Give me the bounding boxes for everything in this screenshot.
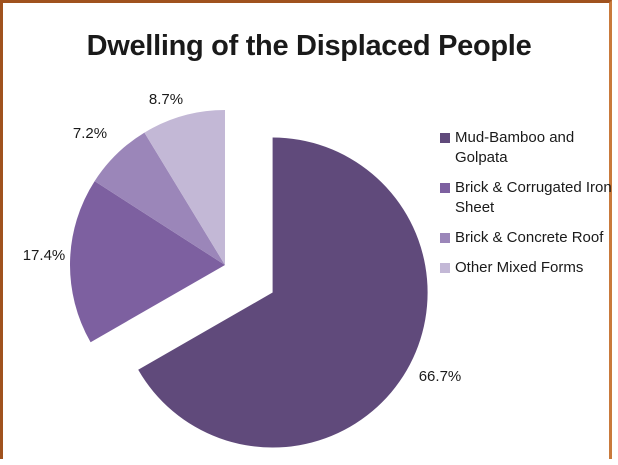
data-label-1: 66.7% (419, 368, 462, 385)
legend-swatch-2 (440, 183, 450, 193)
data-label-2: 17.4% (23, 247, 66, 264)
chart-title: Dwelling of the Displaced People (86, 30, 532, 62)
legend-label-2: Brick & Corrugated Iron Sheet (455, 179, 612, 216)
pie-slice-3 (94, 132, 225, 265)
legend-label-4: Other Mixed Forms (455, 259, 584, 276)
legend: Mud-Bamboo and Golpata Brick & Corrugated… (440, 128, 615, 288)
legend-label-3: Brick & Concrete Roof (455, 229, 604, 246)
legend-item-2: Brick & Corrugated Iron Sheet (440, 178, 615, 218)
legend-item-4: Other Mixed Forms (440, 258, 615, 278)
data-label-3: 7.2% (73, 125, 107, 142)
pie-slice-4 (144, 110, 225, 265)
legend-item-3: Brick & Concrete Roof (440, 228, 615, 248)
data-label-4: 8.7% (149, 91, 183, 108)
pie-slice-1 (138, 137, 428, 448)
legend-label-1: Mud-Bamboo and Golpata (455, 129, 575, 166)
legend-swatch-1 (440, 133, 450, 143)
legend-swatch-4 (440, 263, 450, 273)
legend-swatch-3 (440, 233, 450, 243)
legend-item-1: Mud-Bamboo and Golpata (440, 128, 615, 168)
pie-slice-2 (70, 181, 225, 343)
